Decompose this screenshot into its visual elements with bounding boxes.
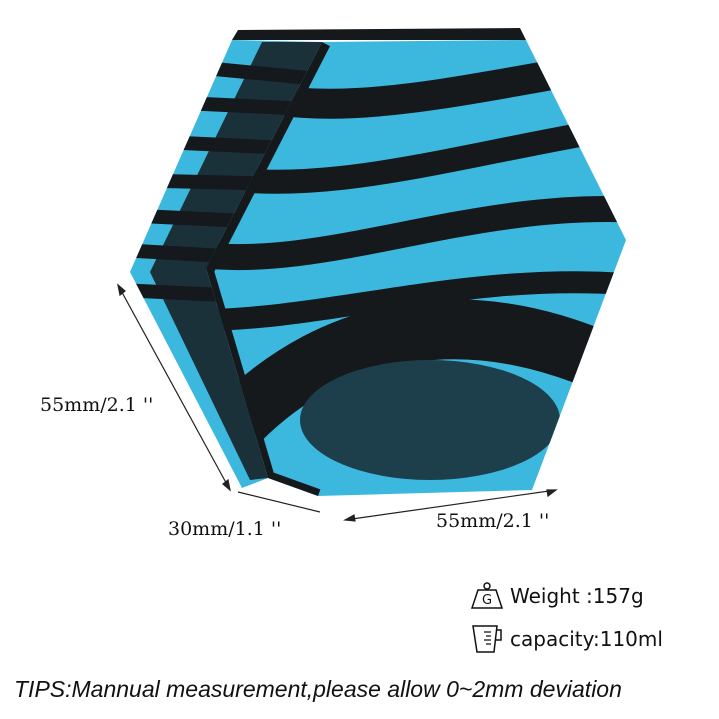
measuring-cup-icon [472,625,502,653]
tips-text: TIPS:Mannual measurement,please allow 0~… [14,676,622,702]
capacity-spec: capacity:110ml [470,624,663,654]
capacity-label: capacity:110ml [510,627,663,651]
width-dimension-label: 55mm/2.1 '' [436,510,550,532]
height-dimension-label: 55mm/2.1 '' [40,394,154,416]
dimension-lines [117,283,558,522]
weight-icon: G [470,582,504,609]
weight-label: Weight :157g [510,584,644,608]
depth-dimension-label: 30mm/1.1 '' [168,518,282,540]
weight-spec: G Weight :157g [470,582,644,610]
svg-text:G: G [482,593,492,608]
